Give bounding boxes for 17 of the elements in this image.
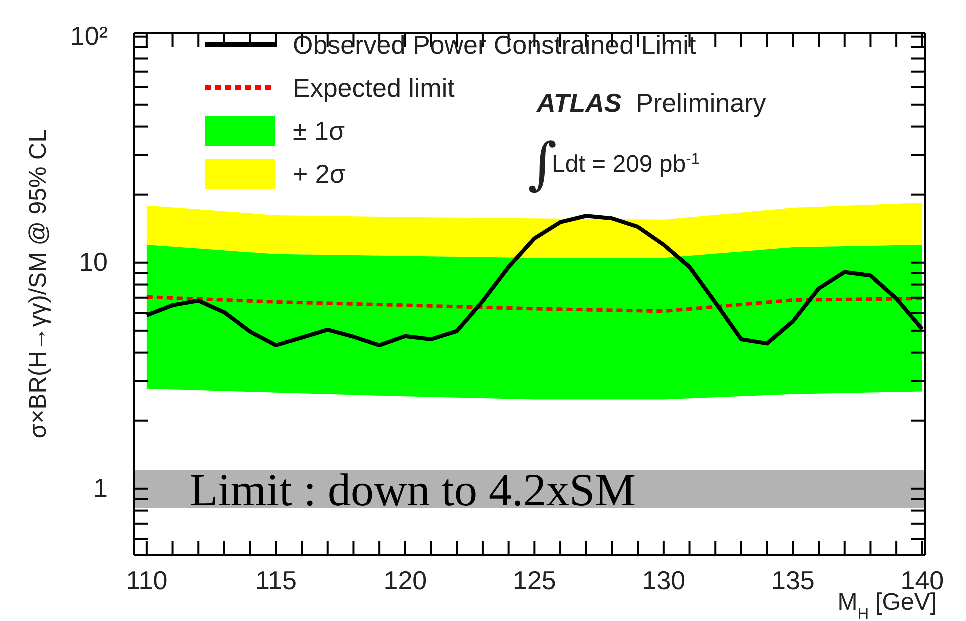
x-tick-label: 135 xyxy=(771,565,815,596)
x-tick-label: 110 xyxy=(126,565,168,596)
annotation: ATLAS Preliminary xyxy=(536,88,766,118)
x-tick-label: 115 xyxy=(255,565,297,596)
line-series xyxy=(145,295,924,314)
legend-label: ± 1σ xyxy=(293,116,345,146)
band-label: Limit : down to 4.2xSM xyxy=(190,464,636,516)
y-tick-label: 10² xyxy=(70,21,108,52)
legend-label: + 2σ xyxy=(293,159,346,189)
x-tick-label: 120 xyxy=(384,565,428,596)
x-tick-label: 125 xyxy=(512,565,556,596)
legend-label: Expected limit xyxy=(293,73,456,103)
legend-label: Observed Power Constrained Limit xyxy=(293,30,697,60)
y-tick-label: 1 xyxy=(94,473,108,504)
x-tick-label: 130 xyxy=(642,565,686,596)
y-axis-title: σ×BR(H→γγ)/SM @ 95% CL xyxy=(25,129,52,439)
y-tick-label: 10 xyxy=(79,247,108,278)
